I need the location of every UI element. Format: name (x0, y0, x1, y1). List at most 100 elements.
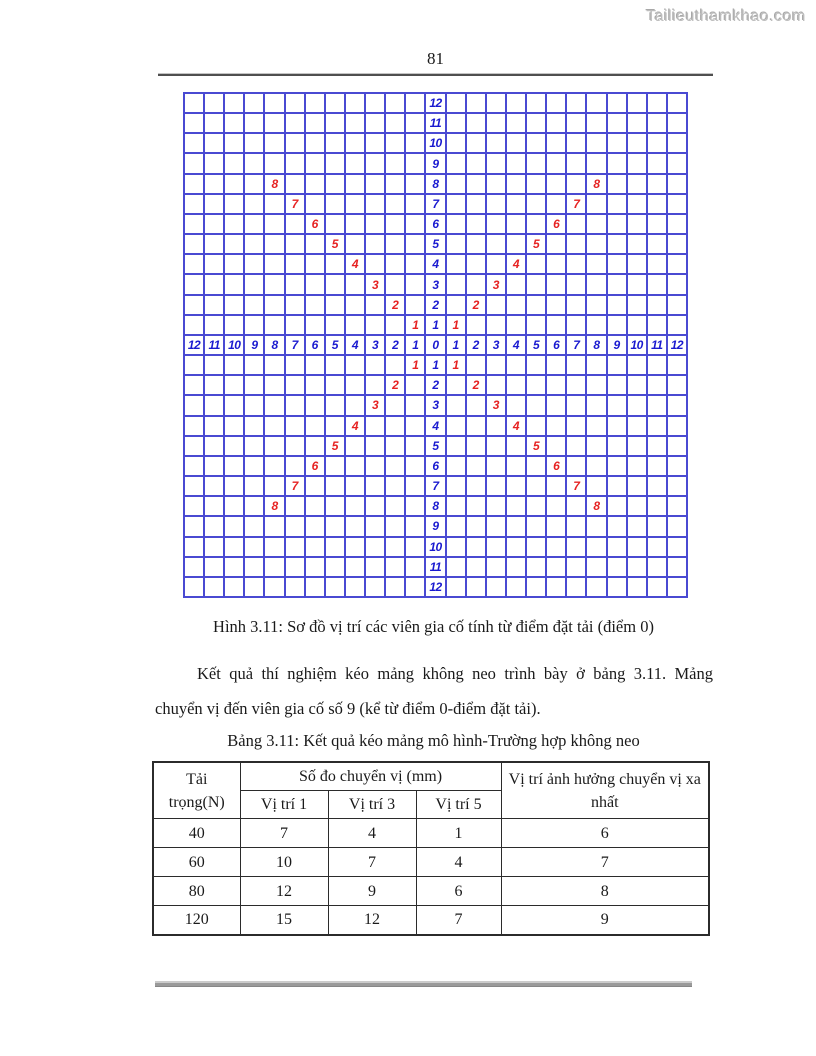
grid-cell (647, 134, 666, 153)
grid-cell: 8 (587, 497, 606, 516)
grid-cell: 8 (265, 174, 284, 193)
axis-number: 4 (512, 337, 520, 352)
axis-number: 11 (208, 337, 220, 352)
grid-cell (647, 295, 666, 314)
grid-cell (386, 416, 405, 435)
grid-cell (345, 477, 365, 496)
grid-cell (386, 356, 405, 375)
grid-cell (587, 396, 606, 415)
axis-number: 6 (432, 217, 439, 232)
grid-cell: 2 (466, 335, 485, 355)
axis-number: 3 (492, 337, 500, 352)
grid-cell (205, 295, 224, 314)
grid-cell (265, 477, 284, 496)
grid-cell (647, 174, 666, 193)
grid-cell (406, 537, 425, 556)
grid-cell (345, 497, 365, 516)
grid-cell (205, 235, 224, 254)
grid-cell (587, 255, 606, 274)
grid-cell (345, 356, 365, 375)
grid-cell (285, 134, 304, 153)
grid-cell (245, 376, 264, 395)
grid-cell (265, 376, 284, 395)
grid-cell (466, 154, 485, 173)
grid-cell (627, 416, 646, 435)
grid-cell: 11 (426, 557, 445, 576)
grid-cell (527, 456, 546, 476)
table-row: 60 10 7 4 7 (152, 847, 710, 877)
grid-cell (185, 436, 204, 455)
grid-cell (466, 275, 485, 294)
grid-cell (366, 497, 385, 516)
grid-cell (667, 497, 686, 516)
grid-cell (647, 416, 666, 435)
diagonal-number: 5 (331, 438, 339, 453)
grid-cell (406, 416, 425, 435)
grid-cell (265, 396, 284, 415)
grid-cell (185, 456, 204, 476)
grid-cell (506, 456, 526, 476)
grid-cell (466, 356, 485, 375)
grid-cell (185, 295, 204, 314)
grid-cell (245, 477, 264, 496)
grid-cell (567, 114, 586, 133)
grid-cell (607, 295, 626, 314)
grid-cell: 1 (426, 315, 445, 334)
axis-number: 3 (372, 337, 379, 352)
grid-cell (446, 94, 465, 113)
grid-cell (205, 114, 224, 133)
grid-cell (185, 416, 204, 435)
grid-cell: 5 (527, 235, 546, 254)
grid-cell (587, 376, 606, 395)
grid-cell (285, 154, 304, 173)
grid-cell (607, 94, 626, 113)
grid-cell: 7 (285, 335, 304, 355)
axis-number: 10 (630, 337, 644, 352)
grid-cell (466, 214, 485, 234)
grid-cell (567, 356, 586, 375)
grid-cell (345, 94, 365, 113)
grid-cell (506, 154, 526, 173)
grid-cell: 5 (527, 436, 546, 455)
grid-cell (406, 517, 425, 536)
grid-cell (446, 194, 465, 213)
grid-cell: 1 (406, 356, 425, 375)
grid-cell (386, 154, 405, 173)
axis-number: 1 (432, 358, 439, 373)
grid-cell: 3 (486, 275, 505, 294)
grid-cell (285, 356, 304, 375)
grid-cell: 6 (305, 335, 324, 355)
grid-cell: 6 (547, 214, 566, 234)
grid-cell: 6 (426, 456, 445, 476)
grid-cell (547, 577, 566, 596)
grid-cell (225, 517, 244, 536)
grid-cell (305, 275, 324, 294)
grid-cell (185, 194, 204, 213)
grid-cell (386, 477, 405, 496)
grid-cell (205, 356, 224, 375)
grid-cell (587, 517, 606, 536)
grid-cell (506, 517, 526, 536)
table-cell: 4 (415, 847, 502, 877)
diagonal-number: 4 (512, 418, 520, 433)
grid-cell (466, 537, 485, 556)
diagonal-number: 5 (533, 237, 540, 252)
grid-cell (245, 154, 264, 173)
grid-cell (486, 194, 505, 213)
grid-cell (547, 174, 566, 193)
axis-number: 9 (432, 519, 439, 534)
grid-cell (527, 154, 546, 173)
grid-cell (506, 94, 526, 113)
grid-cell (386, 456, 405, 476)
grid-cell (345, 214, 365, 234)
figure-caption: Hình 3.11: Sơ đồ vị trí các viên gia cố … (213, 617, 654, 636)
grid-cell (607, 214, 626, 234)
grid-cell (245, 416, 264, 435)
grid-cell (547, 517, 566, 536)
grid-cell (225, 114, 244, 133)
grid-cell (547, 315, 566, 334)
grid-cell (446, 214, 465, 234)
grid-cell (506, 134, 526, 153)
grid-cell (285, 436, 304, 455)
grid-cell (647, 194, 666, 213)
